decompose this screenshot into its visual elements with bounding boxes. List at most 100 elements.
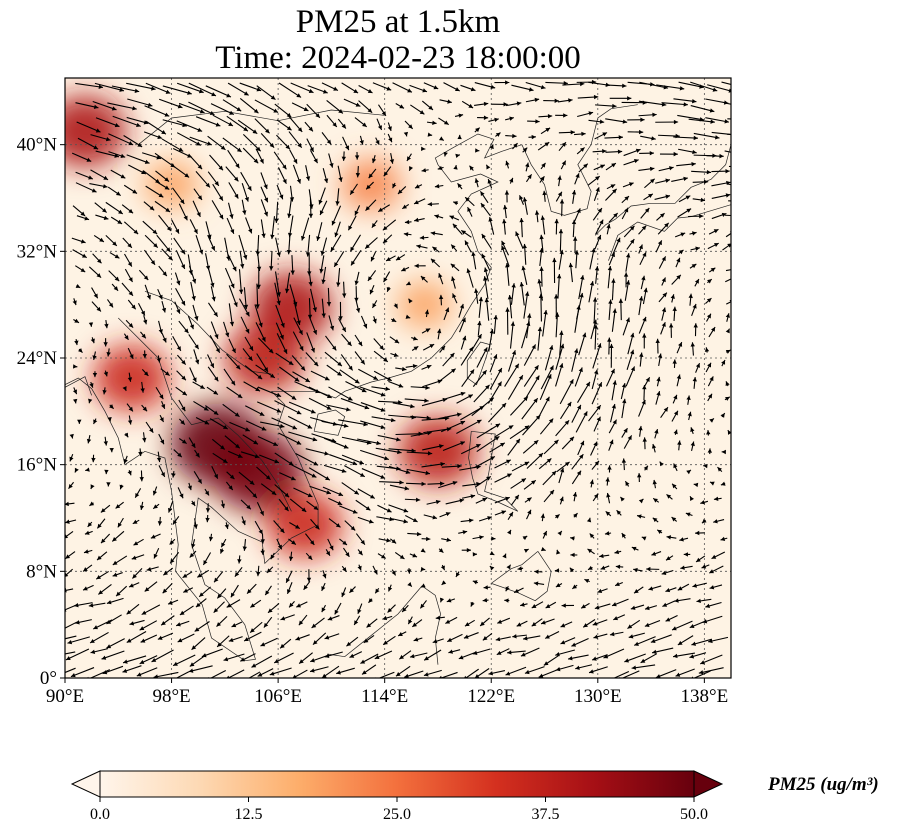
wind-arrow xyxy=(656,529,663,534)
wind-arrow xyxy=(374,650,393,660)
wind-arrow xyxy=(542,470,557,486)
wind-arrow xyxy=(523,479,537,490)
wind-arrow xyxy=(153,547,160,559)
wind-arrow xyxy=(534,210,540,223)
wind-arrow xyxy=(254,99,279,114)
wind-arrow xyxy=(96,551,108,561)
wind-arrow xyxy=(90,134,111,142)
wind-arrow xyxy=(256,466,271,481)
wind-arrow xyxy=(305,165,311,181)
wind-arrow xyxy=(426,120,437,126)
pm25-hotspot xyxy=(397,280,453,329)
wind-arrow xyxy=(628,632,645,639)
wind-arrow xyxy=(378,400,403,405)
wind-arrow xyxy=(75,82,104,89)
wind-arrow xyxy=(239,250,245,269)
wind-arrow xyxy=(524,666,545,675)
wind-arrow xyxy=(355,165,361,178)
wind-arrow xyxy=(324,633,340,640)
wind-arrow xyxy=(539,374,552,401)
wind-arrow xyxy=(392,402,415,409)
wind-arrow xyxy=(713,496,722,501)
wind-arrow xyxy=(539,234,544,253)
wind-arrow xyxy=(525,375,540,399)
colorbar-extend-max xyxy=(693,770,724,798)
wind-arrow xyxy=(700,654,723,665)
wind-arrow xyxy=(308,189,314,209)
wind-arrow xyxy=(228,450,243,459)
wind-arrow xyxy=(639,150,654,156)
wind-arrow xyxy=(607,337,612,355)
wind-arrow xyxy=(441,464,462,469)
wind-arrow xyxy=(584,578,590,584)
wind-arrow xyxy=(226,599,241,608)
wind-arrow xyxy=(438,273,444,285)
wind-arrow xyxy=(260,186,269,203)
wind-arrow xyxy=(371,220,378,228)
wind-arrow xyxy=(472,648,491,655)
wind-arrow xyxy=(399,650,412,660)
wind-arrow xyxy=(711,212,727,220)
lat-tick-label: 16°N xyxy=(17,455,58,476)
wind-arrow xyxy=(644,178,655,189)
wind-arrow xyxy=(327,538,334,551)
wind-arrow xyxy=(489,565,495,571)
wind-arrow xyxy=(672,306,677,321)
wind-arrow xyxy=(110,216,123,225)
wind-arrow xyxy=(555,649,575,657)
wind-arrow xyxy=(404,398,429,403)
wind-arrow xyxy=(538,458,552,470)
wind-arrow xyxy=(623,158,639,166)
wind-arrow xyxy=(655,669,677,678)
wind-arrow xyxy=(594,132,608,140)
wind-arrow xyxy=(671,516,678,522)
wind-arrow xyxy=(127,347,134,360)
wind-arrow xyxy=(292,669,308,678)
wind-arrow xyxy=(305,448,330,456)
wind-arrow xyxy=(467,206,473,217)
colorbar-ticks: 0.0 12.5 25.0 37.5 50.0 xyxy=(90,797,708,823)
wind-arrow xyxy=(328,153,334,168)
wind-arrow xyxy=(489,354,498,373)
wind-arrow xyxy=(168,501,174,513)
wind-arrow xyxy=(189,550,197,558)
wind-arrow xyxy=(278,498,289,512)
wind-arrow xyxy=(460,518,474,523)
wind-arrow xyxy=(71,152,92,162)
wind-arrow xyxy=(106,482,111,487)
wind-arrow xyxy=(387,133,393,143)
wind-arrow xyxy=(226,471,235,480)
wind-arrow xyxy=(472,535,484,540)
wind-arrow xyxy=(206,386,219,395)
wind-arrow xyxy=(401,203,410,210)
wind-arrow xyxy=(354,271,360,286)
wind-arrow xyxy=(328,386,353,401)
wind-arrow xyxy=(201,648,223,658)
wind-arrow xyxy=(671,483,678,490)
wind-arrow xyxy=(256,401,282,413)
wind-arrow xyxy=(482,632,493,641)
wind-arrow xyxy=(287,198,292,219)
wind-arrow xyxy=(187,254,194,275)
wind-arrow xyxy=(540,513,545,522)
wind-arrow xyxy=(237,555,242,564)
plot-title-line2: Time: 2024-02-23 18:00:00 xyxy=(215,40,581,76)
wind-arrow xyxy=(187,315,194,330)
wind-arrow xyxy=(648,585,662,591)
wind-arrow xyxy=(126,603,140,615)
wind-arrow xyxy=(269,667,292,676)
wind-arrow xyxy=(121,282,134,297)
wind-arrow xyxy=(274,282,281,306)
wind-arrow xyxy=(592,149,607,154)
wind-arrow xyxy=(659,461,664,467)
wind-arrow xyxy=(720,536,728,541)
wind-arrow xyxy=(694,278,700,287)
wind-arrow xyxy=(636,514,646,519)
wind-arrow xyxy=(240,171,252,192)
wind-arrow xyxy=(378,538,391,543)
wind-arrow xyxy=(558,228,564,252)
wind-arrow xyxy=(306,500,319,511)
wind-arrow xyxy=(85,467,90,472)
wind-arrow xyxy=(672,359,677,368)
wind-arrow xyxy=(339,538,348,546)
